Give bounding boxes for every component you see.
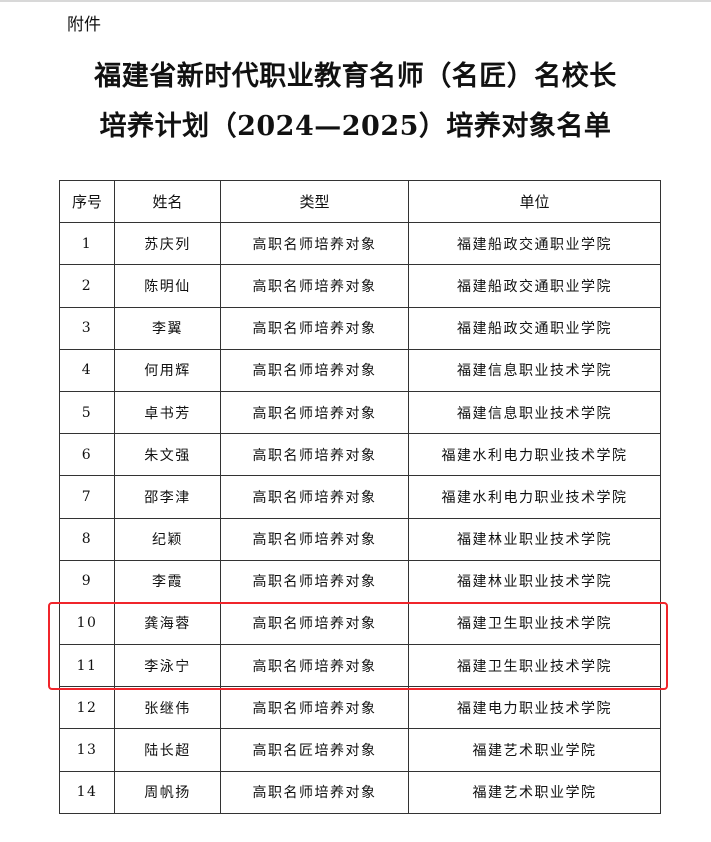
- cell-unit: 福建林业职业技术学院: [408, 517, 661, 561]
- cell-type: 高职名师培养对象: [220, 433, 409, 477]
- cell-type: 高职名师培养对象: [220, 264, 409, 308]
- cell-index: 4: [59, 348, 115, 392]
- cell-name: 邵李津: [114, 475, 221, 519]
- cell-type: 高职名匠培养对象: [220, 728, 409, 772]
- table-header-row: 序号 姓名 类型 单位: [59, 179, 661, 224]
- cell-type: 高职名师培养对象: [220, 517, 409, 561]
- cell-index: 8: [59, 517, 115, 561]
- cell-unit: 福建信息职业技术学院: [408, 390, 661, 435]
- table-row: 14 周帆扬 高职名师培养对象 福建艺术职业学院: [59, 770, 661, 814]
- cell-unit: 福建艺术职业学院: [408, 728, 661, 772]
- table-row: 3 李翼 高职名师培养对象 福建船政交通职业学院: [59, 306, 661, 350]
- cell-index: 3: [59, 306, 115, 350]
- cell-name: 何用辉: [114, 348, 221, 392]
- cell-name: 李翼: [114, 306, 221, 350]
- table-row: 8 纪颖 高职名师培养对象 福建林业职业技术学院: [59, 517, 661, 561]
- table-row: 7 邵李津 高职名师培养对象 福建水利电力职业技术学院: [59, 475, 661, 519]
- cell-type: 高职名师培养对象: [220, 306, 409, 350]
- cell-name: 周帆扬: [114, 770, 221, 814]
- cell-unit: 福建船政交通职业学院: [408, 264, 661, 308]
- cell-unit: 福建水利电力职业技术学院: [408, 433, 661, 477]
- cell-type: 高职名师培养对象: [220, 390, 409, 435]
- cell-index: 1: [59, 222, 115, 266]
- table-row: 1 苏庆列 高职名师培养对象 福建船政交通职业学院: [59, 222, 661, 266]
- table-row: 12 张继伟 高职名师培养对象 福建电力职业技术学院: [59, 686, 661, 730]
- table-row: 13 陆长超 高职名匠培养对象 福建艺术职业学院: [59, 728, 661, 772]
- document-title-line1: 福建省新时代职业教育名师（名匠）名校长: [94, 61, 617, 92]
- cell-unit: 福建卫生职业技术学院: [408, 601, 661, 646]
- cell-index: 10: [59, 601, 115, 646]
- cell-name: 卓书芳: [114, 390, 221, 435]
- table-row: 2 陈明仙 高职名师培养对象 福建船政交通职业学院: [59, 264, 661, 308]
- cell-type: 高职名师培养对象: [220, 348, 409, 392]
- header-unit: 单位: [408, 179, 661, 224]
- table-row: 6 朱文强 高职名师培养对象 福建水利电力职业技术学院: [59, 433, 661, 477]
- cell-index: 9: [59, 559, 115, 603]
- cell-unit: 福建林业职业技术学院: [408, 559, 661, 603]
- cell-unit: 福建艺术职业学院: [408, 770, 661, 814]
- table-row: 9 李霞 高职名师培养对象 福建林业职业技术学院: [59, 559, 661, 603]
- cell-name: 纪颖: [114, 517, 221, 561]
- cell-name: 朱文强: [114, 433, 221, 477]
- cell-unit: 福建信息职业技术学院: [408, 348, 661, 392]
- cell-name: 李霞: [114, 559, 221, 603]
- header-index: 序号: [59, 179, 115, 224]
- cell-index: 2: [59, 264, 115, 308]
- cell-type: 高职名师培养对象: [220, 644, 409, 688]
- table-row: 11 李泳宁 高职名师培养对象 福建卫生职业技术学院: [59, 644, 661, 688]
- table-row: 4 何用辉 高职名师培养对象 福建信息职业技术学院: [59, 348, 661, 392]
- table-row: 10 龚海蓉 高职名师培养对象 福建卫生职业技术学院: [59, 601, 661, 646]
- cell-unit: 福建水利电力职业技术学院: [408, 475, 661, 519]
- cell-index: 11: [59, 644, 115, 688]
- cell-name: 陆长超: [114, 728, 221, 772]
- attachment-label: 附件: [67, 15, 101, 35]
- cell-type: 高职名师培养对象: [220, 475, 409, 519]
- cell-type: 高职名师培养对象: [220, 559, 409, 603]
- cell-index: 6: [59, 433, 115, 477]
- cell-unit: 福建船政交通职业学院: [408, 306, 661, 350]
- header-type: 类型: [220, 179, 409, 224]
- cell-type: 高职名师培养对象: [220, 222, 409, 266]
- cell-name: 苏庆列: [114, 222, 221, 266]
- trainee-list-table: 序号 姓名 类型 单位 1 苏庆列 高职名师培养对象 福建船政交通职业学院 2 陈明仙 高职…: [59, 179, 661, 814]
- document-title-line2: 培养计划（2024—2025）培养对象名单: [99, 111, 612, 142]
- cell-name: 龚海蓉: [114, 601, 221, 646]
- cell-unit: 福建卫生职业技术学院: [408, 644, 661, 688]
- cell-name: 陈明仙: [114, 264, 221, 308]
- cell-index: 5: [59, 390, 115, 435]
- cell-name: 李泳宁: [114, 644, 221, 688]
- table-row: 5 卓书芳 高职名师培养对象 福建信息职业技术学院: [59, 390, 661, 435]
- cell-index: 12: [59, 686, 115, 730]
- cell-index: 7: [59, 475, 115, 519]
- header-name: 姓名: [114, 179, 221, 224]
- cell-unit: 福建船政交通职业学院: [408, 222, 661, 266]
- top-divider: [0, 0, 711, 2]
- cell-name: 张继伟: [114, 686, 221, 730]
- cell-type: 高职名师培养对象: [220, 601, 409, 646]
- cell-unit: 福建电力职业技术学院: [408, 686, 661, 730]
- cell-type: 高职名师培养对象: [220, 686, 409, 730]
- cell-type: 高职名师培养对象: [220, 770, 409, 814]
- cell-index: 13: [59, 728, 115, 772]
- cell-index: 14: [59, 770, 115, 814]
